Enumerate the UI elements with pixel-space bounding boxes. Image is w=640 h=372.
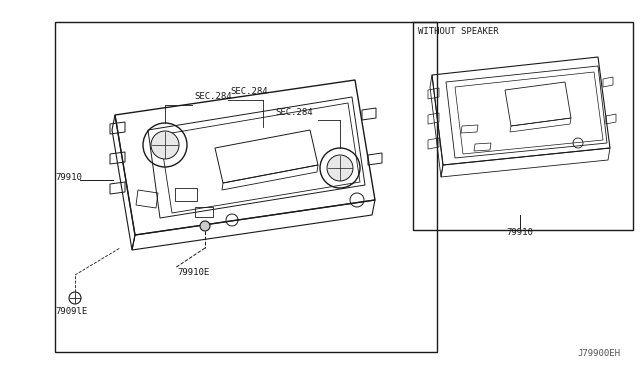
Bar (413, 22, 633, 230)
Text: SEC.284: SEC.284 (194, 92, 232, 101)
Text: 79910: 79910 (55, 173, 82, 183)
Text: SEC.284: SEC.284 (275, 108, 312, 117)
Bar (175, 188, 197, 201)
Bar (195, 207, 213, 217)
Text: 79910: 79910 (507, 228, 533, 237)
Text: 79910E: 79910E (177, 268, 209, 277)
Text: WITHOUT SPEAKER: WITHOUT SPEAKER (418, 27, 499, 36)
Bar (55, 22, 437, 352)
Circle shape (151, 131, 179, 159)
Text: J79900EH: J79900EH (577, 349, 620, 358)
Circle shape (200, 221, 210, 231)
Text: 7909lE: 7909lE (55, 307, 87, 316)
Circle shape (327, 155, 353, 181)
Text: SEC.284: SEC.284 (230, 87, 268, 96)
